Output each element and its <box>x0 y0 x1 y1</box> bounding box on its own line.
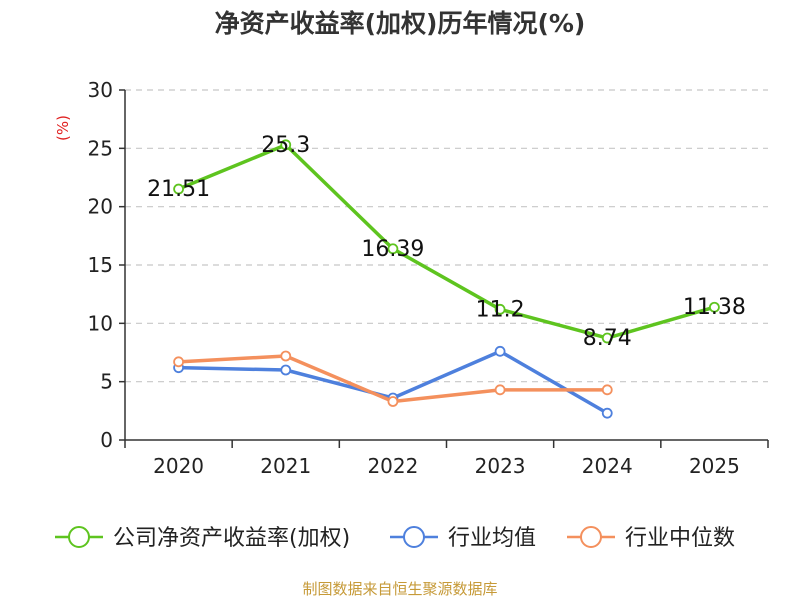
series-line-0 <box>177 143 715 340</box>
y-tick-label: 0 <box>100 428 113 452</box>
chart-title: 净资产收益率(加权)历年情况(%) <box>214 9 586 38</box>
legend-label-1: 行业均值 <box>448 526 536 551</box>
data-point <box>494 345 506 357</box>
data-point <box>494 303 506 315</box>
data-point <box>387 396 399 407</box>
data-point <box>601 407 613 419</box>
data-point <box>173 183 184 195</box>
y-tick-label: 20 <box>88 195 113 219</box>
data-point <box>387 243 399 255</box>
data-point <box>280 350 292 362</box>
x-tick-label: 2022 <box>367 454 418 478</box>
x-tick-label: 2023 <box>475 454 526 478</box>
gridlines <box>125 89 768 383</box>
series <box>173 139 720 419</box>
legend-marker-1 <box>403 526 425 548</box>
data-labels: 21.51 25.3 16.39 11.2 8.74 11.38 <box>147 133 746 351</box>
data-point <box>494 384 506 396</box>
legend-label-2: 行业中位数 <box>625 526 735 551</box>
x-tick-label: 2020 <box>153 454 204 478</box>
legend: 公司净资产收益率(加权) 行业均值 行业中位数 <box>55 526 735 551</box>
x-tick-label: 2025 <box>689 454 740 478</box>
y-tick-label: 15 <box>88 253 113 277</box>
legend-label-0: 公司净资产收益率(加权) <box>113 526 350 551</box>
legend-marker-2 <box>580 526 602 548</box>
legend-marker-0 <box>68 526 90 548</box>
data-point <box>280 139 292 151</box>
y-tick-label: 30 <box>88 78 113 102</box>
data-label: 8.74 <box>583 326 632 351</box>
x-tick-label: 2024 <box>582 454 633 478</box>
data-point <box>173 356 184 368</box>
y-tick-label: 5 <box>100 370 113 394</box>
y-tick-label: 25 <box>88 136 113 160</box>
y-axis-label: (%) <box>54 115 72 141</box>
source-note: 制图数据来自恒生聚源数据库 <box>302 580 498 598</box>
data-point <box>601 332 613 344</box>
data-point <box>709 301 720 313</box>
data-label: 11.2 <box>476 297 525 322</box>
data-label: 21.51 <box>147 177 210 202</box>
data-point <box>280 364 292 376</box>
data-label: 11.38 <box>683 295 746 320</box>
data-label: 25.3 <box>261 133 310 158</box>
data-label: 16.39 <box>361 237 424 262</box>
x-tick-label: 2021 <box>260 454 311 478</box>
data-point <box>601 384 613 396</box>
y-tick-label: 10 <box>88 311 113 335</box>
